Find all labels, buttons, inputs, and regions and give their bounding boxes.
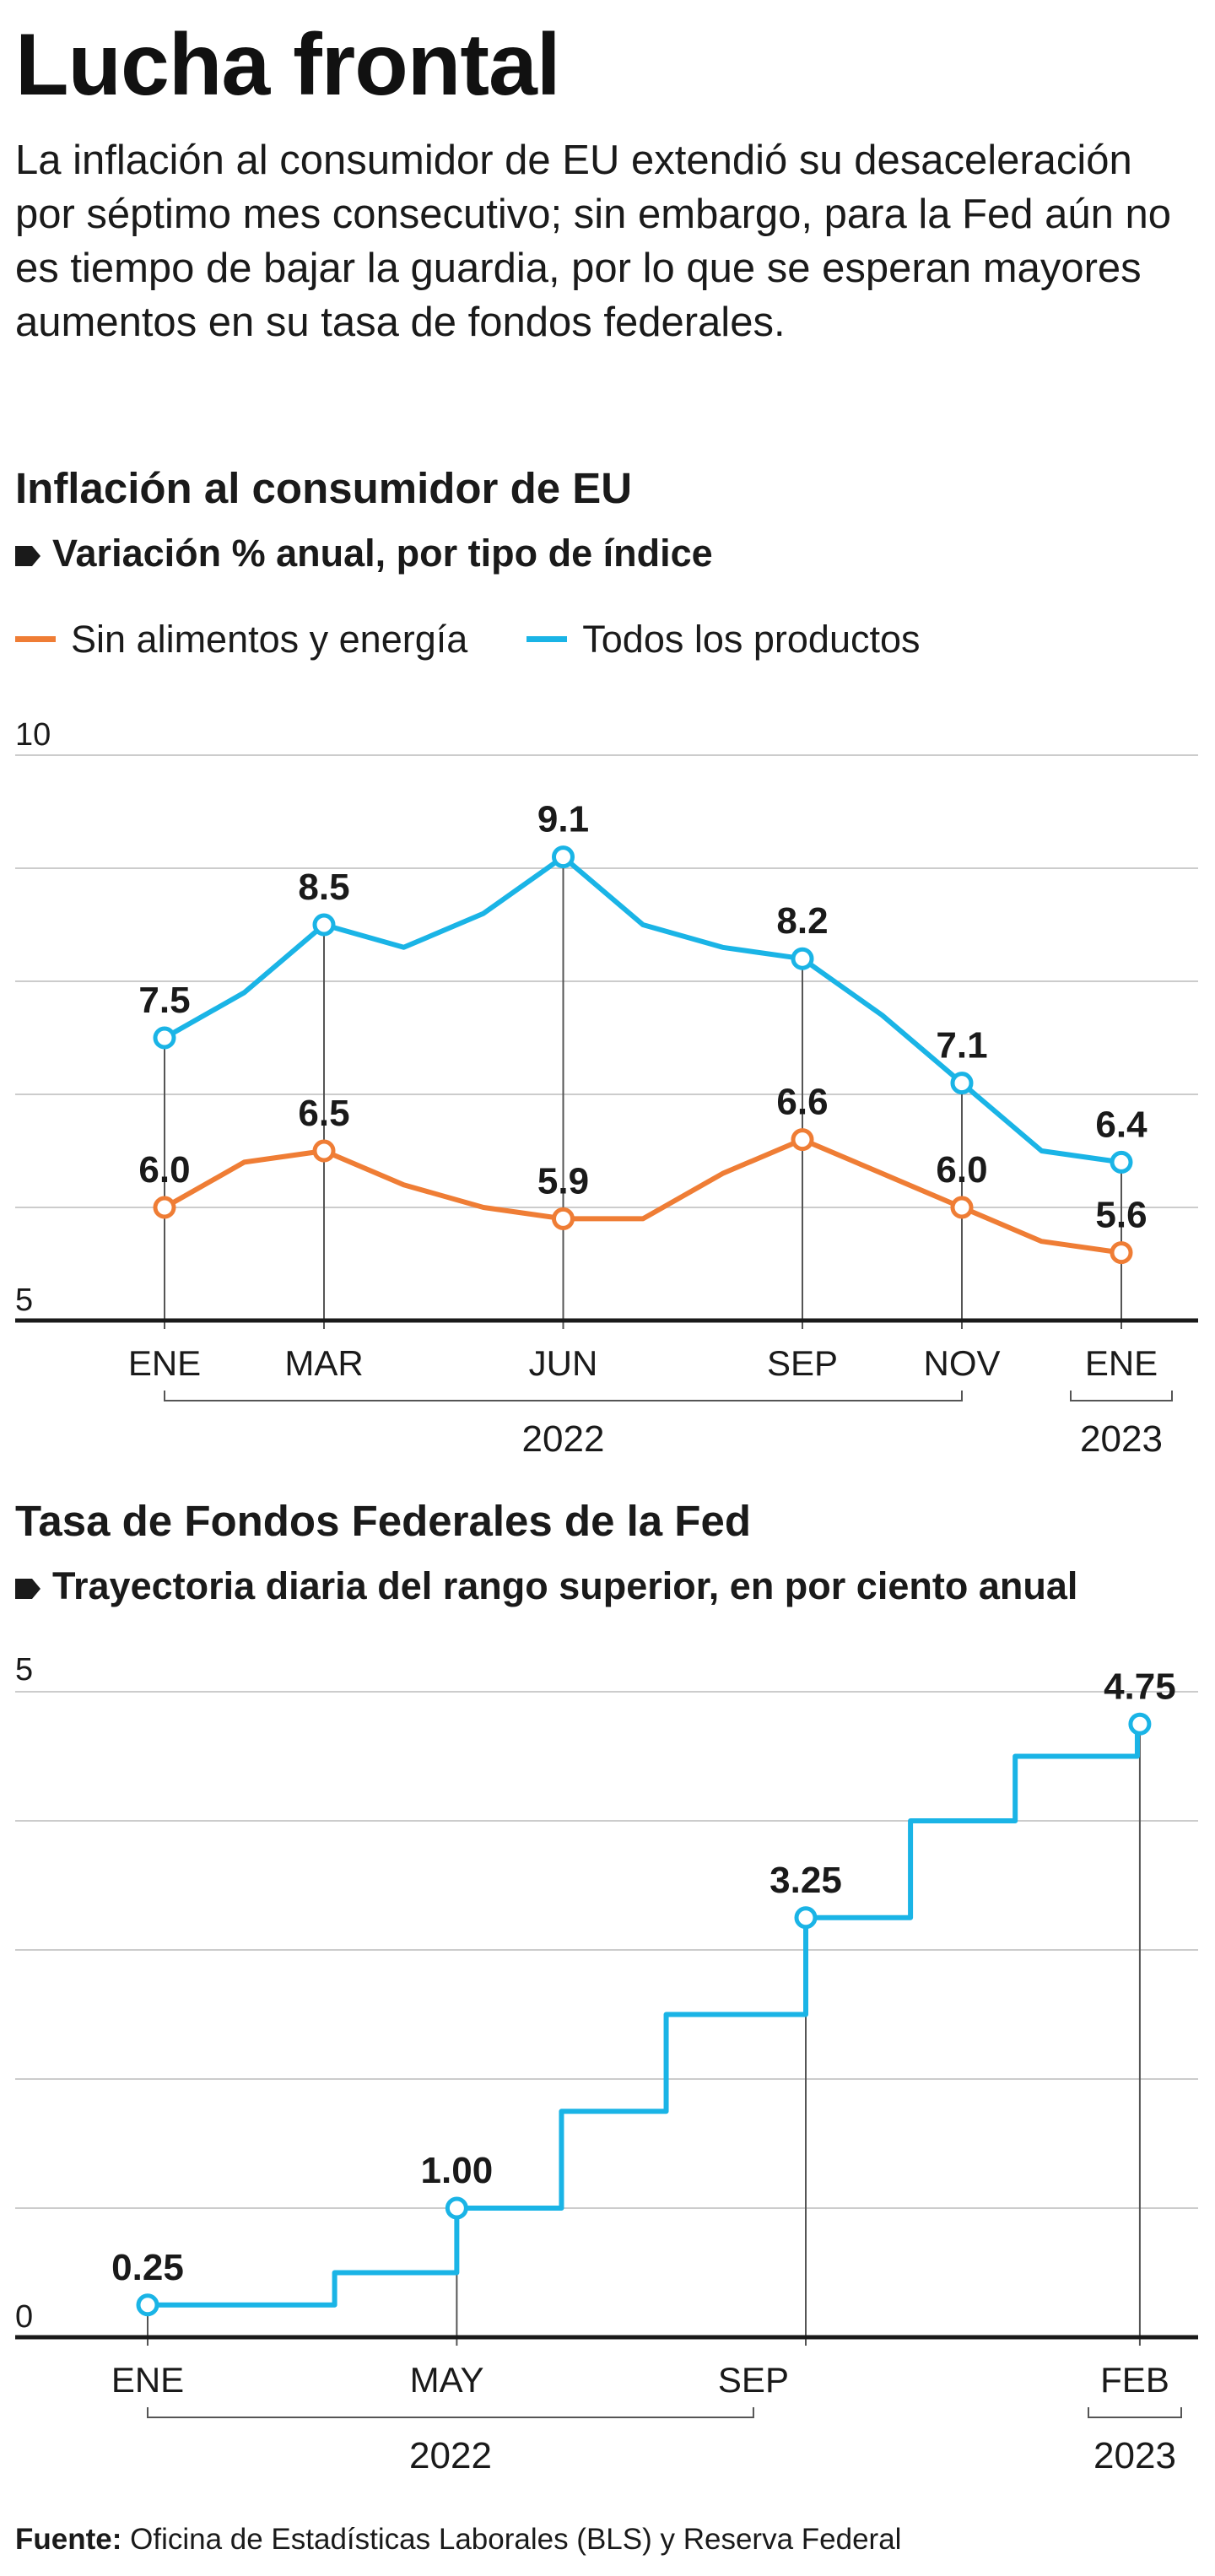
data-label: 1.00 — [421, 2150, 494, 2191]
data-point — [153, 1026, 176, 1050]
x-tick-label: ENE — [128, 1343, 201, 1383]
x-tick-label: MAR — [284, 1343, 363, 1383]
x-tick-label: JUN — [529, 1343, 598, 1383]
year-bracket — [164, 1391, 963, 1401]
data-label: 7.5 — [138, 980, 190, 1021]
data-point — [794, 1906, 818, 1930]
data-label: 6.6 — [776, 1082, 828, 1123]
chart1-subtitle-row: Variación % anual, por tipo de índice — [15, 530, 713, 577]
bullet-icon — [15, 1579, 40, 1599]
chart1-subtitle: Variación % anual, por tipo de índice — [52, 532, 713, 575]
x-tick-label: ENE — [111, 2360, 184, 2400]
x-tick-label: SEP — [767, 1343, 838, 1383]
chart1-title: Inflación al consumidor de EU — [15, 464, 633, 512]
bullet-icon — [15, 546, 40, 566]
data-label: 6.5 — [298, 1093, 349, 1134]
year-bracket — [147, 2407, 754, 2418]
legend-label-all: Todos los productos — [582, 618, 921, 661]
data-point — [153, 1196, 176, 1219]
y-tick-label: 10 — [15, 717, 51, 753]
data-point — [950, 1072, 974, 1095]
legend-label-core: Sin alimentos y energía — [71, 618, 468, 661]
data-point — [552, 1207, 575, 1230]
data-label: 5.9 — [537, 1160, 589, 1202]
x-tick-label: ENE — [1085, 1343, 1158, 1383]
data-label: 6.0 — [138, 1149, 190, 1191]
data-point — [445, 2196, 468, 2220]
x-tick-label: FEB — [1100, 2360, 1169, 2400]
chart2-subtitle: Trayectoria diaria del rango superior, e… — [52, 1564, 1078, 1607]
source-label: Fuente: — [15, 2523, 122, 2556]
data-point — [136, 2293, 159, 2317]
data-label: 8.5 — [298, 867, 349, 908]
chart2-subtitle-row: Trayectoria diaria del rango superior, e… — [15, 1563, 1077, 1610]
fed-rate-chart: 5 0 0.25 1.00 3.25 4.75 ENE MAY SEP FEB 2022 2023 — [15, 1652, 1198, 2476]
data-label: 9.1 — [537, 799, 589, 840]
data-point — [312, 1139, 336, 1163]
y-tick-label: 5 — [15, 1652, 33, 1688]
source-text: Oficina de Estadísticas Laborales (BLS) … — [130, 2523, 902, 2556]
data-point — [1110, 1241, 1133, 1265]
year-label: 2023 — [1080, 1418, 1163, 1460]
data-label: 6.4 — [1095, 1104, 1148, 1145]
chart1-legend: Sin alimentos y energía Todos los product… — [15, 616, 980, 663]
x-tick-label: MAY — [410, 2360, 484, 2400]
data-point — [312, 913, 336, 937]
data-point — [552, 845, 575, 869]
year-bracket — [1070, 1391, 1173, 1401]
data-label: 4.75 — [1104, 1666, 1176, 1707]
source-note: Fuente: Oficina de Estadísticas Laborale… — [15, 2521, 901, 2558]
data-point — [791, 1128, 814, 1152]
y-tick-label: 5 — [15, 1283, 33, 1318]
data-point — [1110, 1150, 1133, 1174]
legend-swatch-blue — [526, 636, 568, 642]
year-label: 2022 — [409, 2435, 492, 2476]
data-label: 8.2 — [776, 900, 828, 942]
chart2-title: Tasa de Fondos Federales de la Fed — [15, 1497, 751, 1545]
page-title: Lucha frontal — [15, 16, 561, 114]
data-point — [791, 947, 814, 970]
y-tick-label: 0 — [15, 2299, 33, 2335]
series-line-fed-rate — [148, 1721, 1140, 2308]
data-label: 0.25 — [111, 2247, 184, 2288]
data-point — [950, 1196, 974, 1219]
data-label: 5.6 — [1095, 1195, 1147, 1236]
page-subtitle: La inflación al consumidor de EU extendi… — [15, 138, 1172, 345]
data-label: 7.1 — [936, 1025, 987, 1067]
data-point — [1128, 1712, 1152, 1736]
year-bracket — [1088, 2407, 1182, 2418]
x-tick-label: NOV — [923, 1343, 1000, 1383]
x-tick-label: SEP — [718, 2360, 789, 2400]
legend-item-all: Todos los productos — [526, 616, 921, 663]
legend-item-core: Sin alimentos y energía — [15, 616, 467, 663]
data-label: 3.25 — [770, 1860, 842, 1901]
year-label: 2023 — [1094, 2435, 1176, 2476]
year-label: 2022 — [522, 1418, 605, 1460]
data-label: 6.0 — [936, 1149, 987, 1191]
inflation-chart: 10 5 6.0 6.5 5.9 6.6 6.0 5.6 7.5 8.5 9.1 8.2 7.1 6.4 E… — [15, 717, 1198, 1460]
legend-swatch-orange — [15, 636, 56, 642]
